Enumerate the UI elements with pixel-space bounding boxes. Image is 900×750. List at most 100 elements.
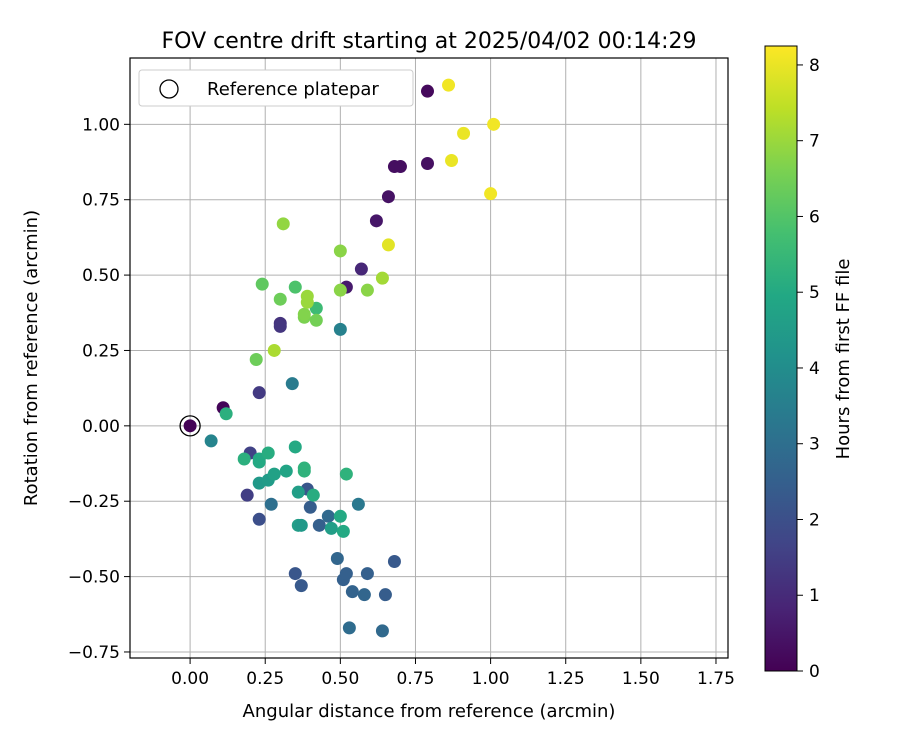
data-point bbox=[321, 509, 335, 523]
x-tick-label: 0.00 bbox=[171, 669, 209, 689]
colorbar-ticks: 0 1 2 3 4 5 6 7 8 bbox=[797, 56, 820, 682]
plot-frame bbox=[129, 57, 729, 659]
data-point bbox=[445, 154, 459, 168]
x-tick-label: 0.50 bbox=[321, 669, 359, 689]
data-point bbox=[342, 621, 356, 635]
data-point bbox=[294, 579, 308, 593]
data-point bbox=[285, 377, 299, 391]
colorbar-tick-label: 4 bbox=[809, 359, 820, 379]
data-point bbox=[240, 488, 254, 502]
colorbar-tick-label: 7 bbox=[809, 132, 820, 152]
legend-label: Reference platepar bbox=[207, 79, 379, 100]
data-point bbox=[333, 283, 347, 297]
data-point bbox=[333, 509, 347, 523]
data-point bbox=[345, 585, 359, 599]
data-point bbox=[354, 262, 368, 276]
data-point bbox=[333, 244, 347, 258]
x-tick-label: 0.75 bbox=[397, 669, 435, 689]
data-point bbox=[276, 217, 290, 231]
data-point bbox=[267, 467, 281, 481]
data-point bbox=[351, 497, 365, 511]
y-tick-label: −0.75 bbox=[68, 643, 120, 663]
data-point bbox=[306, 488, 320, 502]
chart-title: FOV centre drift starting at 2025/04/02 … bbox=[162, 29, 697, 54]
data-point bbox=[279, 464, 293, 478]
y-tick-label: 0.00 bbox=[82, 417, 120, 437]
y-tick-label: 0.25 bbox=[82, 341, 120, 361]
y-tick-label: −0.25 bbox=[68, 492, 120, 512]
data-point bbox=[261, 446, 275, 460]
data-point bbox=[297, 464, 311, 478]
data-point bbox=[393, 160, 407, 174]
colorbar-gradient bbox=[764, 45, 798, 672]
y-tick-label: −0.50 bbox=[68, 568, 120, 588]
data-point bbox=[252, 512, 266, 526]
x-tick-label: 1.25 bbox=[547, 669, 585, 689]
colorbar-label: Hours from first FF file bbox=[833, 259, 854, 460]
data-point bbox=[219, 407, 233, 421]
reference-platepar-marker bbox=[179, 415, 201, 437]
data-point bbox=[381, 238, 395, 252]
x-tick-label: 1.50 bbox=[622, 669, 660, 689]
data-point bbox=[375, 624, 389, 638]
data-point bbox=[291, 485, 305, 499]
data-point bbox=[255, 277, 269, 291]
data-point bbox=[303, 500, 317, 514]
data-point bbox=[309, 313, 323, 327]
data-point bbox=[300, 295, 314, 309]
legend-reference-marker bbox=[159, 79, 179, 99]
data-point bbox=[387, 555, 401, 569]
data-point bbox=[339, 467, 353, 481]
data-point bbox=[487, 117, 501, 131]
colorbar-tick-label: 1 bbox=[809, 586, 820, 606]
x-axis-label: Angular distance from reference (arcmin) bbox=[243, 701, 616, 722]
scatter-points bbox=[179, 78, 501, 638]
colorbar-tick-label: 0 bbox=[809, 662, 820, 682]
y-axis-label: Rotation from reference (arcmin) bbox=[21, 210, 42, 506]
data-point bbox=[297, 307, 311, 321]
legend: Reference platepar bbox=[138, 69, 414, 107]
data-point bbox=[378, 588, 392, 602]
x-tick-label: 1.75 bbox=[697, 669, 735, 689]
data-point bbox=[267, 343, 281, 357]
data-point bbox=[249, 353, 263, 367]
data-point bbox=[339, 567, 353, 581]
y-tick-label: 1.00 bbox=[82, 115, 120, 135]
data-point bbox=[237, 452, 251, 466]
data-point bbox=[381, 190, 395, 204]
data-point bbox=[369, 214, 383, 228]
data-point bbox=[324, 521, 338, 535]
data-point bbox=[312, 518, 326, 532]
data-point bbox=[288, 567, 302, 581]
data-point bbox=[457, 126, 471, 140]
colorbar: 0 1 2 3 4 5 6 7 8 Hours from first FF file bbox=[764, 45, 854, 682]
colorbar-tick-label: 6 bbox=[809, 207, 820, 227]
data-point bbox=[420, 157, 434, 171]
data-point bbox=[360, 283, 374, 297]
data-point bbox=[336, 524, 350, 538]
x-tick-label: 1.00 bbox=[472, 669, 510, 689]
legend-box bbox=[138, 69, 414, 107]
colorbar-tick-label: 3 bbox=[809, 435, 820, 455]
data-point bbox=[273, 292, 287, 306]
data-point bbox=[273, 319, 287, 333]
data-point bbox=[294, 518, 308, 532]
y-tick-label: 0.50 bbox=[82, 266, 120, 286]
data-point bbox=[357, 588, 371, 602]
data-point bbox=[288, 280, 302, 294]
data-point bbox=[204, 434, 218, 448]
data-point bbox=[360, 567, 374, 581]
colorbar-tick-label: 2 bbox=[809, 510, 820, 530]
data-point bbox=[333, 322, 347, 336]
data-point bbox=[375, 271, 389, 285]
x-tick-label: 0.25 bbox=[246, 669, 284, 689]
data-point bbox=[330, 552, 344, 566]
data-point bbox=[252, 386, 266, 400]
data-point bbox=[484, 187, 498, 201]
axis-ticks: 0.00 0.25 0.50 0.75 1.00 1.25 1.50 1.75 −0.75 −0.… bbox=[68, 115, 735, 689]
data-point bbox=[288, 440, 302, 454]
data-point bbox=[420, 84, 434, 98]
data-point bbox=[183, 419, 197, 433]
colorbar-tick-label: 8 bbox=[809, 56, 820, 76]
